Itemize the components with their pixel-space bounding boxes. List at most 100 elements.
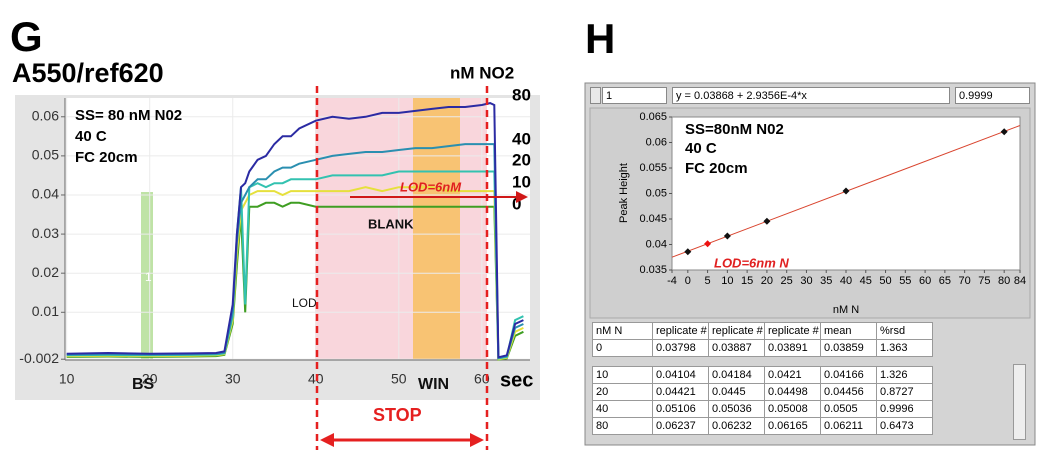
table-cell: 0.06211: [820, 417, 877, 435]
annotation: LOD=6nm N: [714, 255, 789, 270]
table-cell: 0.03887: [708, 339, 765, 357]
table-row: 40 0.05106 0.05036 0.05008 0.0505 0.9996: [592, 400, 933, 418]
r-squared-field: 0.9999: [955, 87, 1030, 104]
legend-title: nM NO2: [450, 63, 514, 82]
point: [684, 248, 692, 256]
table-cell: 0.03891: [764, 339, 821, 357]
table-cell: 0.9996: [876, 400, 933, 418]
scrollbar[interactable]: [1013, 364, 1026, 440]
annotation: BS: [132, 376, 155, 393]
chart-title: A550/ref620: [12, 58, 164, 88]
y-axis-label: Peak Height: [618, 163, 630, 223]
table-cell: replicate #: [708, 322, 765, 340]
annotation: WIN: [418, 376, 449, 393]
table-cell: 0.0445: [708, 383, 765, 401]
table-cell: 80: [592, 417, 653, 435]
table-cell: 0.04166: [820, 366, 877, 384]
table-cell: 0.04184: [708, 366, 765, 384]
table-cell: 0.05008: [764, 400, 821, 418]
y-tick-label: 0.06: [646, 136, 667, 148]
x-tick-label: 35: [820, 275, 832, 287]
y-tick-label: 0.03: [32, 225, 59, 241]
y-tick-label: 0.01: [32, 303, 59, 319]
table-cell: 1.363: [876, 339, 933, 357]
point: [842, 187, 850, 195]
table-cell: 0: [592, 339, 653, 357]
table-cell: 0.03798: [652, 339, 709, 357]
table-body: 10 0.04104 0.04184 0.0421 0.04166 1.326 20 0.04…: [592, 366, 933, 435]
table-cell: 0.06232: [708, 417, 765, 435]
x-axis-label: sec: [500, 369, 533, 391]
x-tick-label: 5: [705, 275, 711, 287]
table-row: 20 0.04421 0.0445 0.04498 0.04456 0.8727: [592, 383, 933, 401]
table-cell: 40: [592, 400, 653, 418]
x-tick-label: 65: [939, 275, 951, 287]
table-cell: 0.04456: [820, 383, 877, 401]
x-tick-label: 45: [860, 275, 872, 287]
table-cell: replicate #: [764, 322, 821, 340]
table-cell: %rsd: [876, 322, 933, 340]
x-tick-label: 55: [899, 275, 911, 287]
win-region: [413, 98, 460, 360]
x-tick-label: 10: [721, 275, 733, 287]
legend-label: 20: [512, 150, 531, 169]
table-cell: 1.326: [876, 366, 933, 384]
table-row: 0 0.03798 0.03887 0.03891 0.03859 1.363: [592, 339, 933, 357]
y-tick-label: 0.06: [32, 107, 59, 123]
table-cell: 0.06165: [764, 417, 821, 435]
x-tick-label: 75: [978, 275, 990, 287]
annotation: FC 20cm: [685, 160, 748, 177]
x-tick-label: 0: [685, 275, 691, 287]
x-tick-label: 50: [391, 371, 407, 387]
table-cell: 0.04104: [652, 366, 709, 384]
annotation: FC 20cm: [75, 149, 138, 166]
table-cell: replicate #: [652, 322, 709, 340]
table-cell: 10: [592, 366, 653, 384]
legend-label: 40: [512, 129, 531, 148]
point: [723, 232, 731, 240]
legend-label: 10: [512, 172, 531, 191]
table-cell: 0.06237: [652, 417, 709, 435]
x-tick-label: 80: [998, 275, 1010, 287]
table-cell: 0.0505: [820, 400, 877, 418]
table-row: 80 0.06237 0.06232 0.06165 0.06211 0.6473: [592, 417, 933, 435]
y-tick-label: 0.05: [646, 187, 667, 199]
x-tick-label: 25: [781, 275, 793, 287]
annotation: SS= 80 nM N02: [75, 107, 182, 124]
x-tick-label: 40: [840, 275, 852, 287]
table-cell: nM N: [592, 322, 653, 340]
point: [704, 240, 712, 248]
annotation: STOP: [373, 405, 422, 425]
y-tick-label: 0.05: [32, 147, 59, 163]
y-tick-label: 0.04: [32, 186, 59, 202]
table-cell: 20: [592, 383, 653, 401]
arrow-head: [320, 433, 334, 447]
y-tick-label: 0.045: [639, 213, 667, 225]
x-tick-label: 50: [879, 275, 891, 287]
x-tick-label: 20: [142, 371, 158, 387]
y-tick-label: 0.04: [646, 238, 667, 250]
table-row: 10 0.04104 0.04184 0.0421 0.04166 1.326: [592, 366, 933, 384]
legend-label: 80: [512, 85, 531, 104]
table-cell: 0.04421: [652, 383, 709, 401]
y-tick-label: -0.002: [19, 350, 59, 366]
x-axis-label: nM N: [833, 304, 859, 316]
annotation: SS=80nM N02: [685, 121, 784, 138]
annotation: 1: [145, 270, 152, 284]
table-cell: 0.03859: [820, 339, 877, 357]
spinner[interactable]: [590, 87, 601, 104]
legend-label: 0: [512, 194, 521, 213]
index-field[interactable]: 1: [602, 87, 667, 104]
table-cell: 0.05036: [708, 400, 765, 418]
y-tick-label: 0.02: [32, 264, 59, 280]
annotation: 40 C: [75, 128, 107, 145]
annotation: LOD: [292, 296, 317, 310]
annotation: BLANK: [368, 216, 414, 231]
x-tick-label: -4: [667, 275, 677, 287]
table-cell: 0.04498: [764, 383, 821, 401]
